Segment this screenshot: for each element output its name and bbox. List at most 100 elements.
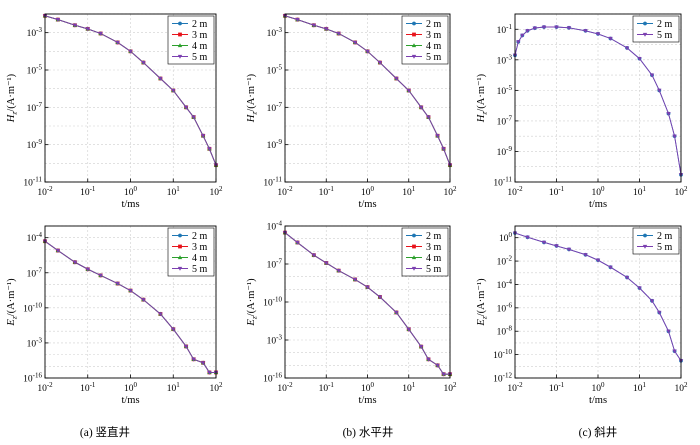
data-point [365, 49, 370, 54]
legend-marker [411, 255, 417, 260]
data-point [532, 26, 538, 31]
y-tick-label: 10-6 [497, 301, 513, 314]
y-tick-label: 10-12 [493, 372, 512, 385]
data-point [649, 73, 655, 78]
y-tick-label: 10-3 [267, 334, 283, 347]
x-tick-label: 102 [210, 185, 224, 198]
legend-marker [411, 43, 417, 48]
legend-marker [178, 32, 182, 37]
data-point [441, 147, 446, 152]
y-tick-label: 10-10 [263, 296, 282, 309]
x-tick-label: 10-2 [507, 185, 523, 198]
x-tick-label: 10-1 [319, 381, 335, 394]
data-point [200, 134, 206, 139]
data-point [520, 33, 525, 38]
x-tick-label: 10-1 [549, 185, 565, 198]
data-point [191, 115, 196, 120]
x-tick-label: 102 [444, 185, 458, 198]
data-point [85, 267, 90, 272]
data-point [406, 327, 411, 332]
series-line-5m [514, 26, 682, 175]
data-point [666, 329, 671, 334]
data-point [657, 88, 662, 93]
x-tick-label: 10-1 [80, 381, 96, 394]
data-point [85, 27, 90, 32]
legend-marker [178, 21, 182, 26]
y-tick-label: 10-7 [497, 114, 513, 127]
y-tick-label: 10-7 [267, 101, 283, 114]
y-axis-label: Hz/(A·m⁻¹) [6, 73, 19, 123]
data-point [394, 76, 399, 81]
x-tick-label: 10-1 [319, 185, 335, 198]
data-point [657, 310, 662, 315]
data-point [183, 105, 189, 110]
x-tick-label: 10-1 [80, 185, 96, 198]
legend-box [632, 15, 680, 43]
legend-label: 4 m [426, 253, 442, 264]
data-point [72, 260, 78, 265]
y-tick-label: 10-16 [23, 372, 42, 385]
x-axis-label: t/ms [589, 199, 607, 210]
legend-marker [412, 32, 416, 37]
legend-marker [177, 54, 183, 59]
x-tick-label: 102 [210, 381, 224, 394]
x-tick-label: 101 [633, 381, 647, 394]
x-axis-label: t/ms [589, 395, 607, 406]
caption-a: (a) 竖直井 [80, 425, 130, 439]
data-point [672, 134, 677, 139]
data-point [128, 288, 133, 293]
data-point [595, 32, 601, 37]
x-axis-label: t/ms [121, 199, 139, 210]
legend-label: 5 m [192, 52, 208, 63]
legend-marker [177, 255, 183, 260]
data-point [666, 112, 671, 116]
data-point [624, 46, 630, 51]
legend-label: 4 m [192, 253, 208, 264]
x-tick-label: 102 [675, 381, 689, 394]
x-tick-label: 101 [633, 185, 647, 198]
data-point [426, 357, 431, 362]
legend-marker [412, 244, 416, 249]
legend: 2 m5 m [632, 15, 680, 43]
data-point [207, 370, 212, 375]
legend-label: 5 m [426, 264, 442, 275]
y-tick-label: 10-1 [497, 23, 513, 36]
x-tick-label: 10-2 [37, 381, 53, 394]
y-tick-label: 10-4 [497, 278, 513, 291]
data-point [200, 361, 206, 366]
legend: 2 m3 m4 m5 m [167, 227, 215, 277]
x-tick-label: 101 [167, 381, 181, 394]
data-point [672, 349, 677, 354]
data-point [566, 26, 572, 31]
legend-label: 2 m [192, 19, 208, 30]
data-point [624, 275, 630, 280]
data-point [295, 240, 300, 245]
data-point [595, 258, 601, 263]
data-point [418, 345, 424, 349]
data-point [566, 247, 572, 252]
data-point [141, 60, 146, 65]
legend: 2 m3 m4 m5 m [401, 15, 449, 65]
data-point [608, 265, 613, 270]
data-point [441, 372, 446, 377]
data-point [128, 49, 133, 54]
legend-label: 2 m [426, 19, 442, 30]
x-axis-label: t/ms [358, 199, 376, 210]
data-point [171, 88, 176, 93]
y-tick-label: 10-7 [27, 101, 43, 114]
data-point [115, 281, 120, 286]
data-point [183, 344, 189, 349]
data-point [141, 298, 146, 302]
legend-marker [642, 32, 648, 37]
x-tick-label: 10-2 [507, 381, 523, 394]
y-tick-label: 10-10 [493, 348, 512, 361]
data-point [158, 76, 163, 81]
y-tick-label: 10-7 [27, 266, 43, 279]
legend-label: 3 m [426, 30, 442, 41]
data-point [311, 253, 317, 258]
data-point [55, 18, 61, 22]
x-tick-label: 10-1 [549, 381, 565, 394]
data-point [115, 40, 120, 45]
legend-label: 2 m [426, 231, 442, 242]
